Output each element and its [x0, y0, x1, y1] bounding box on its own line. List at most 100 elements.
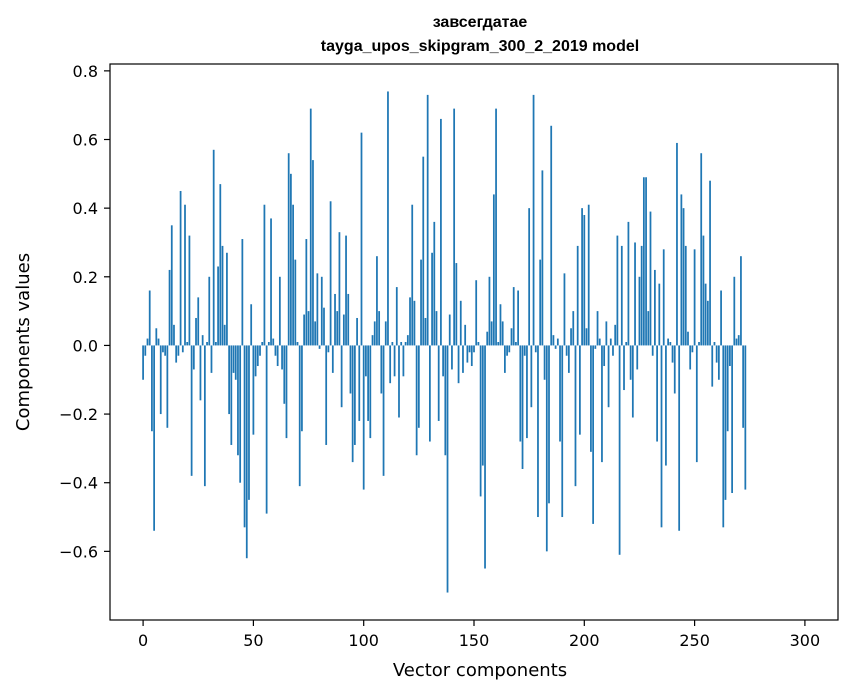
- bar: [263, 204, 266, 346]
- bar: [722, 345, 725, 528]
- bar: [484, 345, 486, 569]
- y-tick-label: −0.4: [59, 474, 98, 493]
- bar: [554, 345, 557, 349]
- bar: [223, 324, 226, 346]
- bar: [645, 177, 647, 346]
- bar: [534, 345, 537, 353]
- bar: [673, 345, 676, 394]
- bar: [292, 204, 294, 346]
- bar: [395, 287, 398, 346]
- bar: [301, 345, 303, 432]
- bar: [629, 345, 632, 380]
- bar: [711, 345, 714, 387]
- bar: [382, 345, 385, 476]
- bar: [713, 342, 716, 346]
- y-tick-label: 0.8: [73, 62, 98, 81]
- bar: [729, 345, 731, 367]
- bar: [371, 335, 374, 346]
- bar: [654, 269, 656, 346]
- bar: [693, 249, 696, 346]
- bar: [159, 345, 162, 415]
- bar: [248, 345, 250, 500]
- bar: [475, 280, 478, 346]
- bar: [462, 345, 464, 373]
- bar: [336, 311, 339, 346]
- y-axis-ticks: −0.6 −0.4 −0.2 0.0 0.2 0.4 0.6 0.8: [59, 62, 110, 561]
- bar: [226, 252, 228, 346]
- x-tick-label: 150: [459, 631, 490, 650]
- bar: [702, 235, 705, 346]
- bar: [144, 345, 147, 356]
- bar: [501, 321, 504, 346]
- bar: [184, 204, 186, 346]
- bar: [318, 345, 321, 349]
- bar: [210, 345, 213, 373]
- bar: [188, 235, 191, 346]
- bar: [678, 345, 681, 531]
- bar: [406, 335, 409, 346]
- bar: [720, 290, 722, 346]
- bar: [607, 345, 610, 408]
- bar: [197, 297, 200, 346]
- bar: [179, 190, 182, 346]
- bar: [594, 345, 597, 349]
- bar: [387, 91, 389, 346]
- bar: [153, 345, 155, 531]
- bar: [181, 345, 184, 353]
- bar: [173, 324, 175, 346]
- x-tick-label: 200: [569, 631, 600, 650]
- bar: [585, 328, 588, 346]
- y-axis-label: Components values: [13, 253, 34, 431]
- bar: [565, 345, 568, 356]
- bar: [208, 276, 211, 346]
- bar: [523, 345, 526, 356]
- bar: [689, 345, 692, 370]
- bar: [459, 300, 462, 346]
- bar: [389, 345, 392, 384]
- bar: [583, 215, 586, 346]
- bar: [252, 345, 255, 435]
- bar: [651, 345, 654, 356]
- bar: [499, 304, 502, 346]
- bar: [481, 345, 484, 466]
- bar: [605, 321, 608, 346]
- bar: [433, 221, 436, 346]
- bar: [625, 342, 628, 346]
- bar: [325, 345, 328, 445]
- bar: [477, 342, 480, 346]
- bar: [539, 259, 542, 346]
- bar: [515, 342, 517, 346]
- bar: [556, 338, 559, 346]
- bar: [612, 345, 614, 356]
- bar: [530, 345, 533, 408]
- chart-title-line-1: завсегдатае: [433, 14, 528, 31]
- chart-title: завсегдатае tayga_upos_skipgram_300_2_20…: [321, 14, 639, 55]
- bar: [360, 132, 363, 346]
- bar: [506, 345, 508, 356]
- bar: [243, 345, 246, 528]
- bar: [431, 252, 433, 346]
- bar: [623, 345, 625, 391]
- bar: [241, 239, 244, 346]
- bar: [528, 208, 531, 346]
- bar: [658, 283, 661, 346]
- bar: [254, 345, 257, 377]
- bar: [338, 232, 341, 346]
- bar: [572, 311, 575, 346]
- bar: [356, 317, 358, 346]
- bar: [488, 276, 491, 346]
- plot-frame: [109, 63, 839, 621]
- bar: [157, 338, 160, 346]
- bar: [365, 345, 367, 377]
- x-axis-label: Vector components: [393, 660, 567, 681]
- bar: [627, 221, 630, 346]
- bar: [380, 345, 383, 394]
- bar: [440, 118, 442, 346]
- bar: [391, 342, 394, 346]
- bar: [598, 338, 601, 346]
- x-tick-label: 300: [790, 631, 821, 650]
- bar: [177, 345, 180, 356]
- bar: [709, 180, 711, 346]
- bar: [312, 160, 314, 346]
